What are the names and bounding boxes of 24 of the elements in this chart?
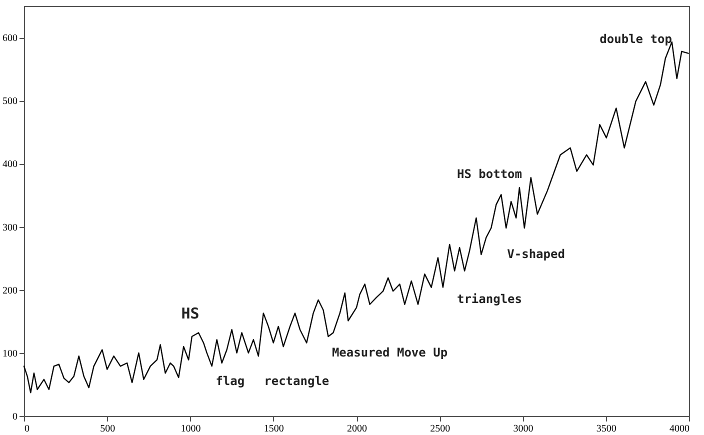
y-tick-label: 200 xyxy=(2,285,18,296)
y-tick-label: 500 xyxy=(2,96,18,108)
x-tick-label: 2500 xyxy=(430,424,450,434)
annotation: rectangle xyxy=(264,374,330,388)
x-tick-label: 1000 xyxy=(180,424,201,434)
annotation: flag xyxy=(216,374,245,388)
x-tick-label: 3500 xyxy=(596,424,616,434)
x-tick-label: 3000 xyxy=(513,424,534,434)
y-tick-label: 400 xyxy=(2,159,18,170)
x-tick-label: 4000 xyxy=(670,424,690,434)
annotation: double top xyxy=(600,32,672,46)
y-tick-label: 0 xyxy=(12,412,18,422)
y-tick-label: 300 xyxy=(2,222,18,234)
x-tick-label: 0 xyxy=(24,424,30,434)
annotation: Measured Move Up xyxy=(332,345,448,360)
x-tick-label: 1500 xyxy=(264,424,284,434)
y-tick-label: 600 xyxy=(2,33,18,44)
annotation: HS bottom xyxy=(456,167,522,182)
annotation: V-shaped xyxy=(507,247,565,262)
x-tick-label: 2000 xyxy=(347,424,367,434)
annotation: HS xyxy=(181,304,200,322)
x-tick-label: 500 xyxy=(100,424,116,434)
annotation: triangles xyxy=(456,292,522,306)
y-tick-label: 100 xyxy=(2,348,18,360)
